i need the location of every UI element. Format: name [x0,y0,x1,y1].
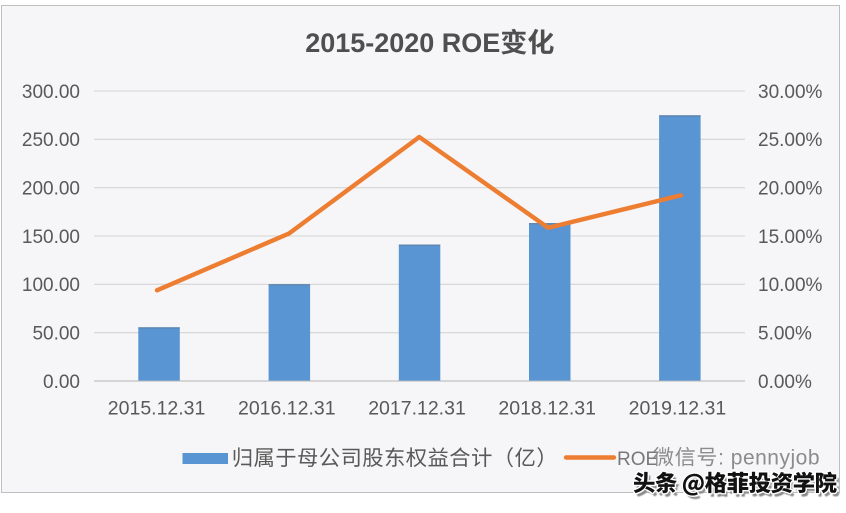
svg-text:0.00: 0.00 [43,372,80,393]
svg-text:300.00: 300.00 [22,82,80,103]
svg-text:2018.12.31: 2018.12.31 [498,398,596,420]
svg-text:0.00%: 0.00% [758,372,812,393]
svg-text:2017.12.31: 2017.12.31 [368,398,466,420]
svg-text:: pennyjob: : pennyjob [718,447,820,470]
svg-text:5.00%: 5.00% [758,324,812,345]
svg-text:15.00%: 15.00% [758,227,823,248]
svg-text:250.00: 250.00 [22,130,80,151]
svg-text:20.00%: 20.00% [758,179,823,200]
svg-text:200.00: 200.00 [22,179,80,200]
svg-text:2015-2020 ROE: 2015-2020 ROE [305,28,500,58]
svg-text:25.00%: 25.00% [758,130,823,151]
svg-text:ROE: ROE [617,449,658,470]
svg-text:2015.12.31: 2015.12.31 [108,398,206,420]
svg-text:50.00: 50.00 [32,324,80,345]
svg-text:2019.12.31: 2019.12.31 [629,398,727,420]
svg-text:10.00%: 10.00% [758,275,823,296]
svg-text:30.00%: 30.00% [758,82,823,103]
svg-text:150.00: 150.00 [22,227,80,248]
svg-text:2016.12.31: 2016.12.31 [238,398,336,420]
svg-text:100.00: 100.00 [22,275,80,296]
